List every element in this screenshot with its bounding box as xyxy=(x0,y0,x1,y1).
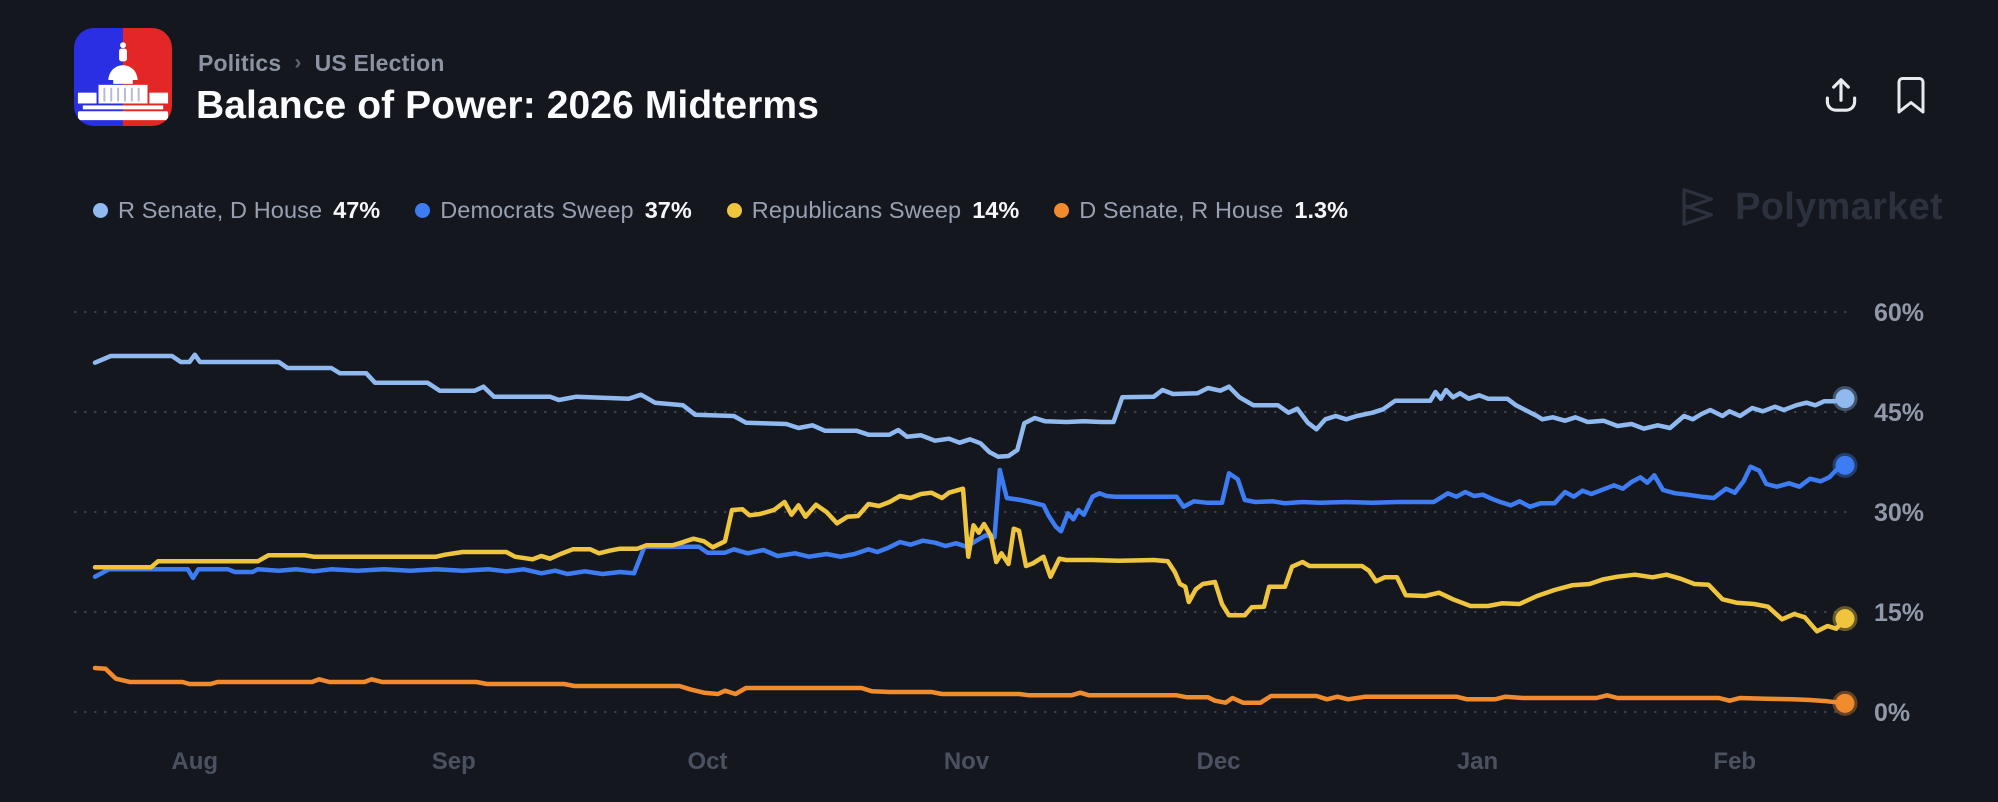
capitol-building-icon xyxy=(77,42,169,121)
polymarket-wordmark: Polymarket xyxy=(1735,185,1943,228)
x-axis-label: Nov xyxy=(944,748,990,775)
x-axis-label: Aug xyxy=(171,748,218,775)
legend-item-democrats-sweep[interactable]: Democrats Sweep 37% xyxy=(415,197,692,224)
legend-item-republicans-sweep[interactable]: Republicans Sweep 14% xyxy=(726,197,1020,224)
chevron-right-icon: › xyxy=(294,50,302,74)
x-axis-label: Dec xyxy=(1196,748,1240,775)
series-end-dot-republicans-sweep xyxy=(1832,606,1858,632)
series-line-r-senate-d-house xyxy=(92,352,1848,459)
legend-dot xyxy=(1054,203,1070,218)
legend-label: R Senate, D House xyxy=(118,197,323,223)
x-axis-label: Oct xyxy=(687,748,727,775)
polymarket-logo-icon xyxy=(1682,188,1714,226)
series-line-democrats-sweep xyxy=(92,463,1848,581)
legend-value: 1.3% xyxy=(1294,197,1348,223)
polymarket-watermark: Polymarket xyxy=(1674,184,1943,230)
legend-label: Democrats Sweep xyxy=(440,197,634,223)
series-line-republicans-sweep xyxy=(92,486,1848,634)
share-upload-icon xyxy=(1825,78,1857,112)
legend-item-d-senate-r-house[interactable]: D Senate, R House 1.3% xyxy=(1054,197,1348,224)
y-axis-label: 60% xyxy=(1874,299,1924,327)
share-button[interactable] xyxy=(1818,72,1864,120)
y-axis-label: 30% xyxy=(1874,499,1924,527)
legend-dot xyxy=(726,203,742,218)
breadcrumb-subcategory[interactable]: US Election xyxy=(314,50,445,76)
legend-item-r-senate-d-house[interactable]: R Senate, D House 47% xyxy=(93,197,380,224)
x-axis-label: Feb xyxy=(1713,748,1756,775)
breadcrumb-category[interactable]: Politics xyxy=(198,50,282,76)
legend-label: D Senate, R House xyxy=(1079,197,1284,223)
legend-value: 47% xyxy=(333,197,381,223)
breadcrumb: Politics › US Election xyxy=(198,50,445,77)
series-end-dot-r-senate-d-house xyxy=(1832,386,1858,412)
series-end-dot-d-senate-r-house xyxy=(1832,690,1858,716)
legend-value: 37% xyxy=(644,197,692,223)
x-axis-label: Sep xyxy=(432,748,476,775)
y-axis-label: 15% xyxy=(1874,599,1924,627)
x-axis-label: Jan xyxy=(1457,748,1498,775)
series-end-dot-democrats-sweep xyxy=(1832,452,1858,478)
bookmark-button[interactable] xyxy=(1892,72,1930,120)
y-axis-label: 0% xyxy=(1874,699,1910,727)
page-title: Balance of Power: 2026 Midterms xyxy=(196,84,819,127)
legend-dot xyxy=(415,203,431,218)
legend-label: Republicans Sweep xyxy=(751,197,962,223)
legend-value: 14% xyxy=(972,197,1020,223)
legend: R Senate, D House 47% Democrats Sweep 37… xyxy=(93,197,1348,224)
capitol-market-icon xyxy=(74,28,172,126)
series-line-d-senate-r-house xyxy=(92,665,1848,706)
y-axis-label: 45% xyxy=(1874,399,1924,427)
bookmark-icon xyxy=(1897,77,1925,114)
header-actions xyxy=(1818,72,1930,120)
legend-dot xyxy=(93,203,108,218)
